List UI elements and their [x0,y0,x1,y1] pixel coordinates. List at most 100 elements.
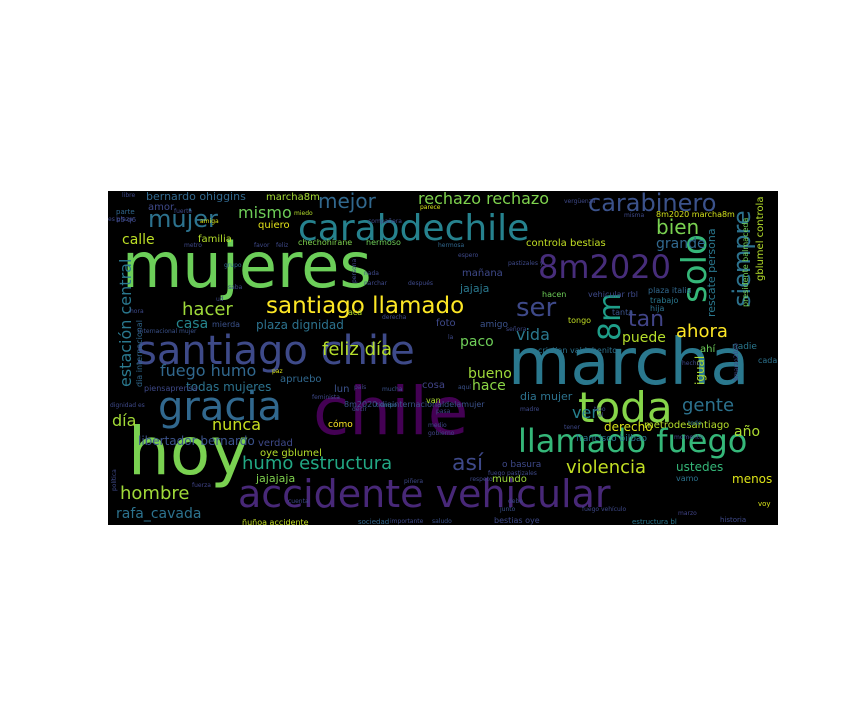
word: señora [506,326,527,333]
word: saludo [432,518,452,525]
word: feminista [312,394,340,401]
word: controla bestias [526,238,606,249]
word: foto [436,318,456,329]
word: fuego humo [160,361,257,380]
word: año [734,424,761,440]
word: rafa_cavada [116,506,202,522]
word: nadie [732,342,757,352]
word: metrodesantiago [644,420,730,431]
word: fuerte [174,208,193,215]
word: hace [472,378,506,394]
word: b5 q6 [116,216,137,224]
word: mundo [492,474,527,485]
word: feliz día [322,339,393,360]
word: así [452,451,484,476]
word: historia [720,516,747,524]
word: hacen [542,290,567,299]
word: favor [254,242,270,249]
word: tipo [594,406,606,413]
word: mujer [148,205,218,233]
word: marcha8m [266,192,320,203]
word: día [112,411,137,430]
word: derecho [604,420,653,434]
word: gracia [158,384,282,430]
word: van [426,396,441,405]
word: mujeres [122,229,372,302]
word: mucha [382,386,403,393]
word: plaza italia [648,286,692,295]
word: ustedes [676,460,724,474]
word: 8m2020 [538,248,671,286]
word: gobierno [428,430,455,437]
word-cloud: mujeres chile marcha hoy accidente vehic… [108,191,778,525]
word: bestias oye [494,516,540,525]
word: calle [122,232,155,248]
word: metro [184,242,202,249]
word: espero [458,252,479,259]
word: ver [572,403,598,422]
word: cristian valdebenito [538,346,618,355]
word: libre [122,192,136,199]
word: país [354,384,367,391]
word: persona [351,258,358,283]
word: la [448,334,454,341]
word: vida [516,325,550,344]
word: amor [148,202,175,213]
word: rechazo rechazo [418,191,550,208]
word: cómo [328,420,353,430]
word: tan [628,307,665,332]
word: cada [758,356,778,365]
word: fuego vehículo [582,506,627,513]
word: grupo [224,262,242,269]
word: lun [334,384,350,395]
word: grande [656,236,706,252]
word: importante [390,518,424,525]
word: pasa [436,408,451,415]
word: 8m2020 diainternacionaldelamujer [344,400,485,409]
word: aquí [458,384,471,391]
word: hoy [128,413,250,490]
word: amigo [480,320,509,330]
word: parece [420,204,441,211]
word: feliz [276,242,289,249]
word: santiago chile [136,328,415,374]
word: o basura [502,460,542,470]
word: madre [520,406,540,413]
word: dignidad es [110,402,145,409]
word: humo estructura [242,453,393,474]
word: ahí [700,344,716,355]
word: casa [176,316,209,332]
word: amiga [200,218,219,225]
word: todo [688,420,702,427]
word: piensaprensa [144,384,198,393]
word: bien [656,215,700,239]
word: carabinero [588,191,717,217]
word: sociedad [358,518,390,526]
word: hermosa [438,242,465,249]
word: medio [428,422,447,429]
word: narchar [364,280,388,287]
word: piñera [404,478,424,485]
word: francisco bilbao [576,434,647,444]
word: 8m2020 marcha8m [656,210,735,219]
word: chechohirane [298,238,353,247]
word: hombre [120,483,190,504]
word: llamado fuego [518,422,748,460]
word: mejor [318,191,376,213]
word: cosa [422,380,445,391]
word: bueno [468,366,512,382]
word: voy [758,500,771,508]
word: oye gblumel [260,448,322,459]
word: nada [364,270,379,277]
word: paco [460,334,494,350]
word: gblumel controla [755,196,766,281]
word: debe [508,498,523,505]
word: hora [130,308,144,315]
word: bernardo ohiggins [146,191,246,203]
word: todas mujeres [186,380,272,394]
word: junto [500,506,516,513]
word: tener [564,424,581,431]
word: fuego pastizales [488,470,537,477]
word: mismo [238,203,292,222]
word: ahora [676,321,728,342]
